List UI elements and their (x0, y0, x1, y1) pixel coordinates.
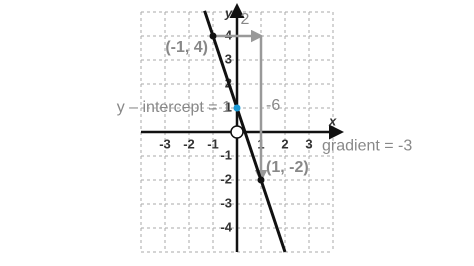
y-tick-label: -2 (220, 171, 232, 186)
point (209, 32, 217, 40)
x-tick-label: 3 (305, 136, 312, 151)
x-tick-label: -1 (207, 136, 219, 151)
point (233, 104, 241, 112)
y-axis-label: y (224, 5, 233, 20)
y-tick-label: 3 (225, 51, 232, 66)
point (257, 176, 265, 184)
run-label: 2 (241, 11, 250, 28)
y-tick-label: -1 (220, 147, 232, 162)
y-tick-label: 1 (225, 99, 232, 114)
point-label: (1, -2) (266, 159, 309, 176)
x-tick-label: -3 (159, 136, 171, 151)
point-label: (-1, 4) (165, 39, 208, 56)
origin (230, 125, 244, 139)
point-label: y – intercept = 1 (117, 99, 231, 116)
x-axis-label: x (328, 113, 337, 128)
y-tick-label: -3 (220, 195, 232, 210)
x-tick-label: -2 (183, 136, 195, 151)
y-tick-label: -4 (220, 219, 232, 234)
rise-label: -6 (266, 97, 280, 114)
gradient-label: gradient = -3 (322, 138, 412, 155)
x-tick-label: 2 (281, 136, 288, 151)
